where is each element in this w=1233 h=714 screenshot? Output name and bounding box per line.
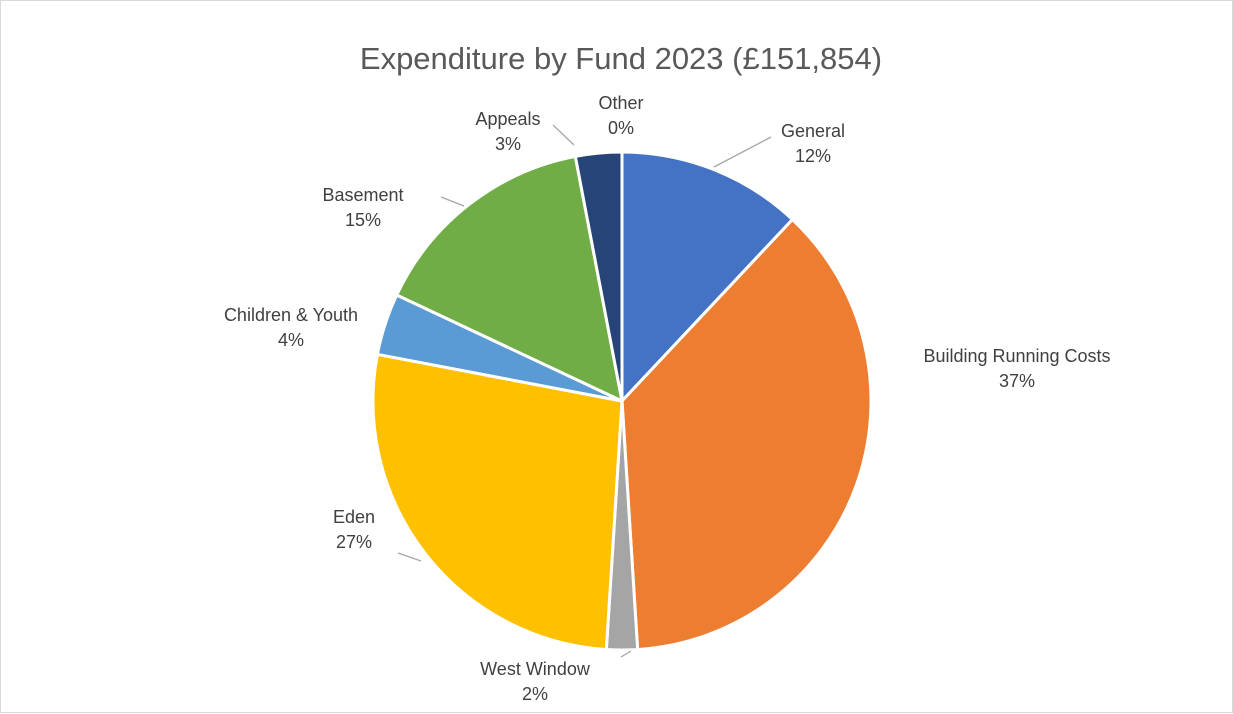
pie-slice-basement <box>395 154 624 403</box>
chart-title: Expenditure by Fund 2023 (£151,854) <box>360 41 882 76</box>
leader-line-eden <box>397 552 422 562</box>
pie-slices <box>371 150 873 652</box>
leader-line-west-window <box>620 650 632 658</box>
data-label-value-other: 0% <box>608 118 634 138</box>
data-label-name-children-youth: Children & Youth <box>224 305 358 325</box>
data-label-value-eden: 27% <box>336 532 372 552</box>
data-label-name-building-running-costs: Building Running Costs <box>923 346 1110 366</box>
leader-line-basement <box>440 196 465 207</box>
pie-slice-appeals <box>573 150 624 403</box>
data-label-value-building-running-costs: 37% <box>999 371 1035 391</box>
data-label-name-basement: Basement <box>322 185 403 205</box>
data-label-value-west-window: 2% <box>522 684 548 704</box>
leader-lines <box>397 124 772 658</box>
data-label-name-general: General <box>781 121 845 141</box>
data-label-name-west-window: West Window <box>480 659 591 679</box>
data-labels: General 12% Building Running Costs 37% West … <box>224 93 1111 704</box>
data-label-value-appeals: 3% <box>495 134 521 154</box>
pie-slice-eden <box>371 352 624 652</box>
data-label-value-general: 12% <box>795 146 831 166</box>
data-label-name-other: Other <box>598 93 643 113</box>
pie-slice-building-running-costs <box>620 217 873 652</box>
data-label-name-appeals: Appeals <box>475 109 540 129</box>
data-label-value-basement: 15% <box>345 210 381 230</box>
data-label-name-eden: Eden <box>333 507 375 527</box>
pie-slice-general <box>620 150 794 403</box>
leader-line-appeals <box>552 124 575 146</box>
leader-line-general <box>713 136 772 168</box>
data-label-value-children-youth: 4% <box>278 330 304 350</box>
